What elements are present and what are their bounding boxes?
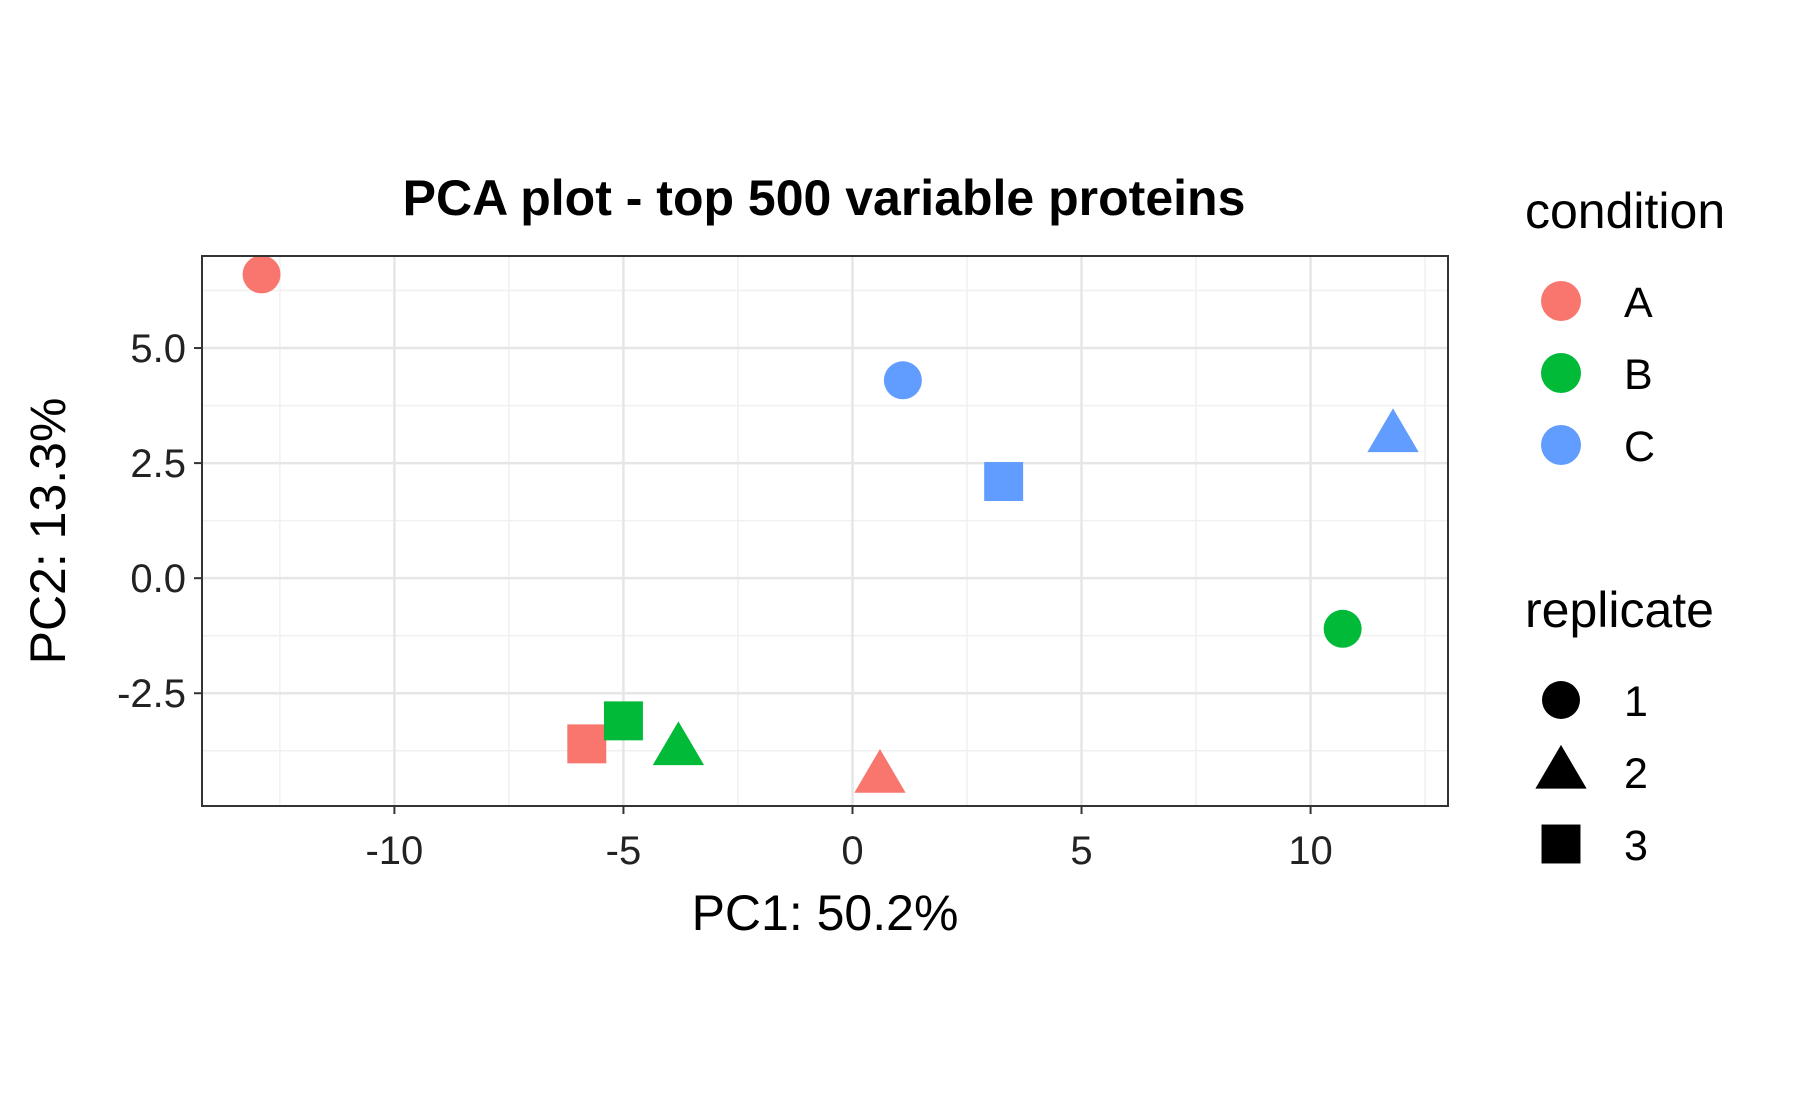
grid-lines	[202, 256, 1448, 806]
y-axis-title: PC2: 13.3%	[20, 398, 76, 665]
y-tick-label: -2.5	[117, 672, 186, 716]
x-tick-label: -10	[365, 829, 423, 873]
legend-condition-label: B	[1624, 351, 1653, 399]
data-point	[1323, 609, 1362, 648]
data-point	[1367, 408, 1419, 453]
plot-border	[201, 255, 1449, 807]
data-point	[242, 255, 281, 294]
data-point	[883, 361, 922, 400]
x-tick-label: 10	[1288, 829, 1333, 873]
legend-replicate-label: 1	[1624, 678, 1648, 726]
data-points	[242, 255, 1419, 793]
x-tick-label: 0	[841, 829, 863, 873]
legend-condition-label: C	[1624, 423, 1655, 471]
legend-replicate-title: replicate	[1525, 582, 1714, 638]
x-axis-title: PC1: 50.2%	[692, 885, 959, 941]
x-tick-label: 5	[1070, 829, 1092, 873]
y-tick-label: 5.0	[130, 327, 186, 371]
legend-condition-title: condition	[1525, 183, 1725, 239]
legend-condition-key	[1541, 281, 1581, 321]
data-point	[603, 701, 643, 741]
y-tick-label: 2.5	[130, 442, 186, 486]
data-point	[567, 724, 607, 764]
y-tick-label: 0.0	[130, 557, 186, 601]
legend-condition-key	[1541, 353, 1581, 393]
legend-replicate: replicate 1 2 3	[1525, 582, 1714, 870]
x-tick-label: -5	[606, 829, 642, 873]
x-axis-ticks: -10 -5 0 5 10	[365, 806, 1333, 873]
legend-condition-key	[1541, 425, 1581, 465]
data-point	[984, 462, 1024, 501]
plot-background	[202, 256, 1448, 806]
data-point	[652, 721, 705, 766]
legend-replicate-key	[1535, 744, 1587, 789]
y-axis-ticks: -2.5 0.0 2.5 5.0	[117, 327, 202, 716]
chart-title: PCA plot - top 500 variable proteins	[403, 170, 1246, 226]
legend-replicate-label: 3	[1624, 822, 1648, 870]
legend-condition-label: A	[1624, 279, 1653, 327]
data-point	[854, 748, 906, 793]
legend-replicate-label: 2	[1624, 750, 1648, 798]
legend-replicate-key	[1542, 681, 1580, 719]
legend-replicate-key	[1541, 824, 1581, 864]
legend-condition: condition ABC	[1525, 183, 1725, 471]
